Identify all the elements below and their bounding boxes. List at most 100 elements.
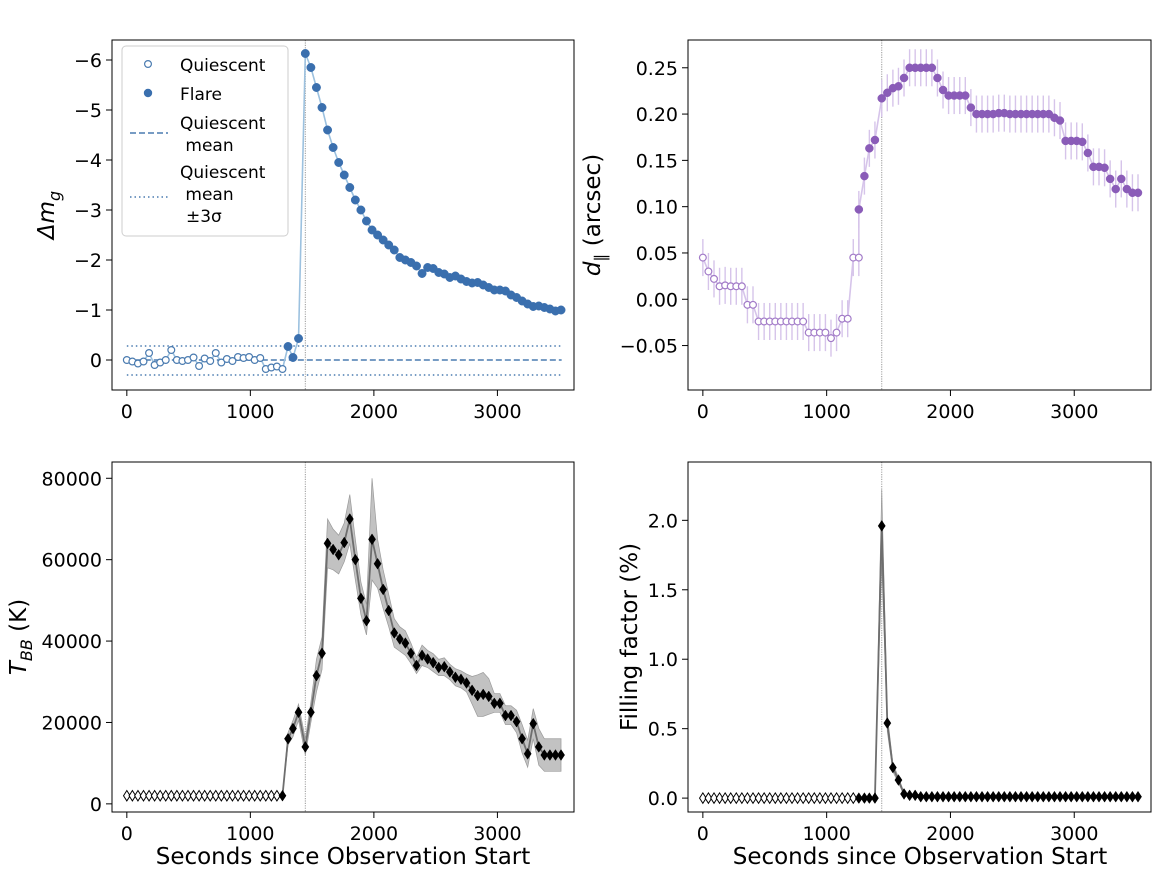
quiescent-point xyxy=(167,789,176,802)
flare-point xyxy=(900,788,908,800)
plot-area xyxy=(698,462,1142,812)
flare-point xyxy=(922,790,931,803)
x-tick-label: 1000 xyxy=(802,401,850,423)
quiescent-point xyxy=(161,789,170,802)
y-tick-label: −1 xyxy=(74,300,102,322)
flare-point xyxy=(311,83,321,92)
y-tick-label: 0.5 xyxy=(648,719,678,741)
quiescent-point xyxy=(195,789,203,802)
quiescent-point xyxy=(849,791,858,805)
flare-point xyxy=(865,144,874,153)
x-tick-label: 2000 xyxy=(926,401,974,423)
legend-flare-marker xyxy=(143,88,153,98)
quiescent-point xyxy=(821,328,830,337)
flare-point xyxy=(556,305,566,315)
flare-point xyxy=(540,749,549,761)
flare-point xyxy=(412,659,421,672)
quiescent-point xyxy=(239,789,248,802)
flare-point xyxy=(994,790,1003,803)
quiescent-point xyxy=(737,282,746,291)
plot-area xyxy=(122,462,565,812)
quiescent-point xyxy=(278,365,287,374)
flare-point xyxy=(1050,790,1059,803)
panel-delta-mag: 0 1000 2000 3000 0 −1 −2 −3 −4 −5 −6 Δmg Quiescent Fl… xyxy=(34,39,575,423)
flare-point xyxy=(916,790,925,803)
quiescent-point xyxy=(732,791,741,805)
flare-point xyxy=(865,792,874,804)
legend: Quiescent Flare Quiescent mean Quiescent me… xyxy=(121,45,289,237)
quiescent-point xyxy=(843,791,852,805)
quiescent-point xyxy=(709,274,718,283)
flare-point xyxy=(1089,790,1098,803)
flare-point xyxy=(294,334,303,343)
flare-point xyxy=(894,774,903,786)
flare-point xyxy=(412,261,421,271)
y-tick-label: 0 xyxy=(90,350,102,372)
flare-point xyxy=(927,63,937,73)
y-tick-label: 0.05 xyxy=(636,243,678,265)
flare-point xyxy=(1033,790,1042,803)
flare-point xyxy=(350,195,360,205)
flare-point xyxy=(518,732,527,745)
flare-point xyxy=(328,143,338,152)
flare-point xyxy=(972,790,981,803)
flare-point xyxy=(289,722,297,735)
quiescent-point xyxy=(776,791,785,805)
x-tick-label: 0 xyxy=(697,401,709,423)
y-tick-label: 1.5 xyxy=(648,580,678,602)
quiescent-point xyxy=(843,314,852,323)
quiescent-point xyxy=(217,789,226,802)
legend-flare-label: Flare xyxy=(180,85,222,105)
flare-point xyxy=(457,673,465,686)
quiescent-point xyxy=(743,791,752,805)
quiescent-point xyxy=(161,356,170,365)
flare-point xyxy=(1072,790,1081,803)
flare-point xyxy=(451,671,460,684)
flare-point xyxy=(870,135,880,145)
quiescent-point xyxy=(788,791,796,805)
flare-point xyxy=(356,205,366,215)
quiescent-point xyxy=(838,791,847,805)
quiescent-point xyxy=(222,789,231,802)
quiescent-point xyxy=(245,789,254,802)
x-tick-label: 0 xyxy=(697,823,709,845)
flare-point xyxy=(334,158,344,167)
x-tick-label: 1000 xyxy=(226,401,274,423)
y-tick-label: 0.0 xyxy=(648,788,678,810)
legend-sigma-label: Quiescent mean ±3σ xyxy=(180,163,266,227)
flare-point xyxy=(501,709,510,722)
flare-point xyxy=(379,583,388,596)
flare-point xyxy=(927,790,936,803)
flare-point xyxy=(1078,137,1087,147)
quiescent-point xyxy=(217,358,226,367)
flare-point xyxy=(284,732,292,745)
quiescent-point xyxy=(150,789,159,802)
flare-point xyxy=(899,73,909,83)
flare-point xyxy=(306,63,316,72)
flare-point xyxy=(418,649,426,662)
x-tick-label: 3000 xyxy=(473,823,521,845)
flare-point xyxy=(534,741,543,753)
quiescent-point xyxy=(782,791,791,805)
flare-point xyxy=(966,103,976,112)
flare-point xyxy=(1028,790,1037,803)
quiescent-point xyxy=(799,791,808,805)
flare-point xyxy=(1100,163,1109,173)
quiescent-point xyxy=(726,791,735,805)
flare-point xyxy=(390,627,399,639)
flare-point xyxy=(288,353,298,362)
quiescent-point xyxy=(172,789,181,802)
flare-point xyxy=(551,749,560,761)
flare-point xyxy=(512,715,521,728)
flare-point xyxy=(888,761,897,774)
x-tick-label: 3000 xyxy=(473,401,521,423)
flare-point xyxy=(877,520,886,532)
flare-point xyxy=(1117,174,1126,184)
flare-point xyxy=(373,557,382,570)
quiescent-point xyxy=(156,789,165,802)
quiescent-point xyxy=(804,791,813,805)
quiescent-point xyxy=(178,789,187,802)
flare-point xyxy=(357,592,365,605)
x-axis-label-right: Seconds since Observation Start xyxy=(733,844,1108,870)
flare-point xyxy=(345,513,354,525)
